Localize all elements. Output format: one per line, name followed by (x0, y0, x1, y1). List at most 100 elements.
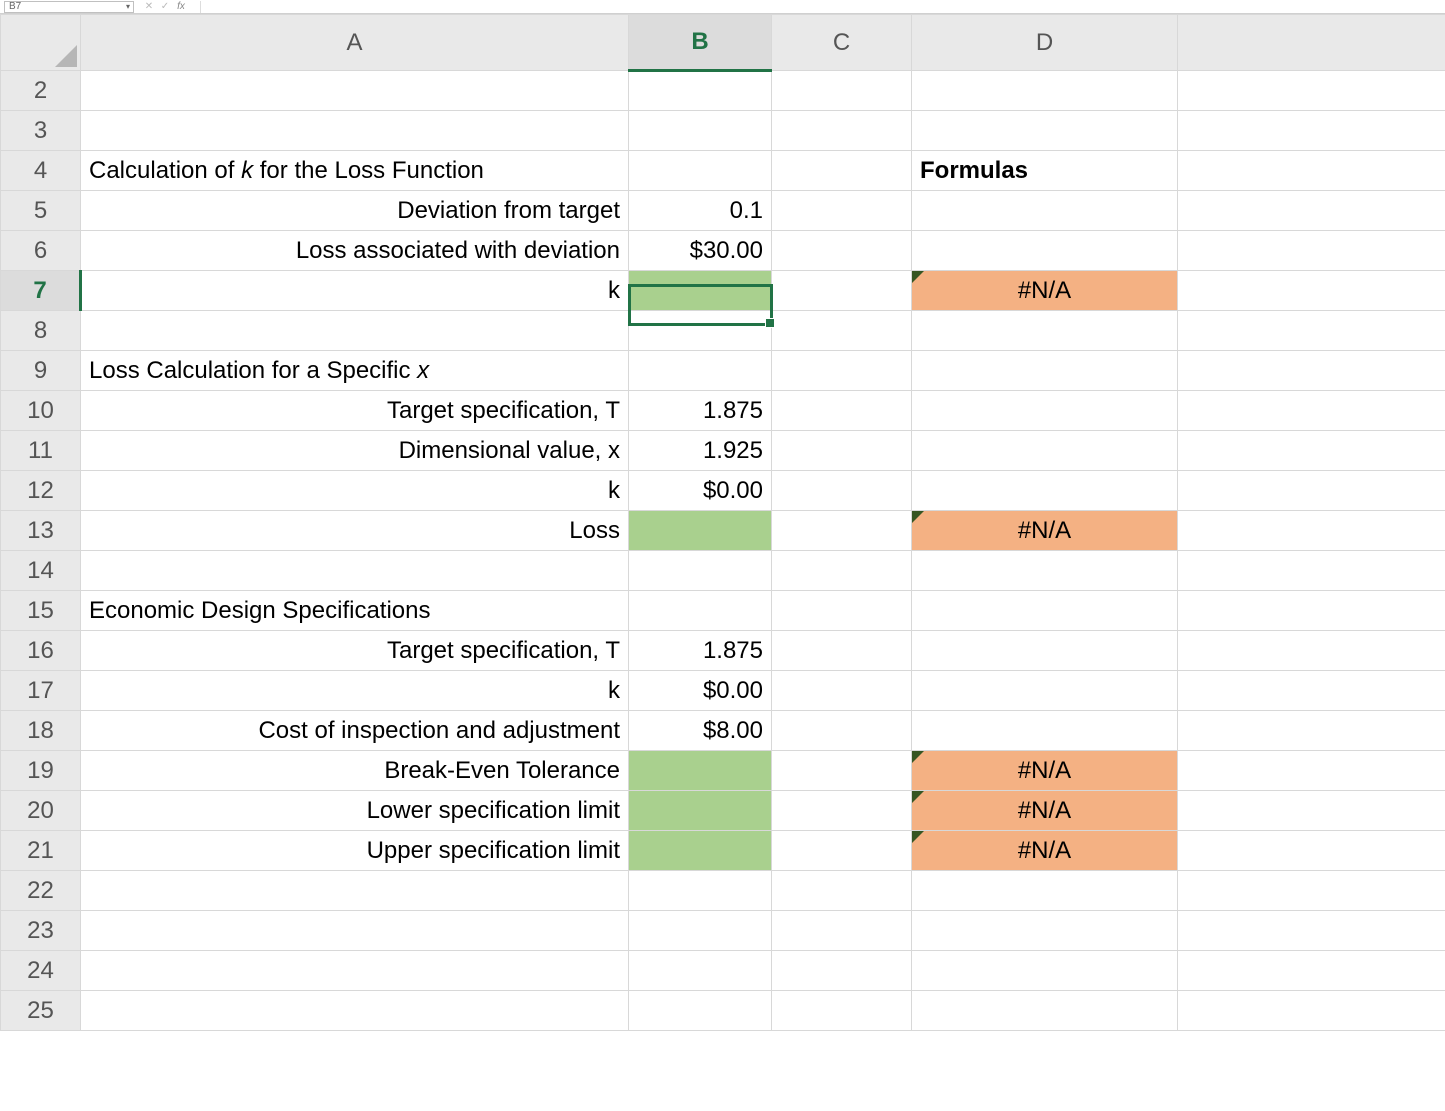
cell-E20[interactable] (1178, 791, 1445, 831)
cell-A12[interactable]: k (81, 471, 629, 511)
cell-C9[interactable] (772, 351, 912, 391)
cell-C18[interactable] (772, 711, 912, 751)
cell-D20[interactable]: #N/A (912, 791, 1178, 831)
cell-B7[interactable] (629, 271, 772, 311)
row-header-12[interactable]: 12 (1, 471, 81, 511)
cell-B22[interactable] (629, 871, 772, 911)
cell-C12[interactable] (772, 471, 912, 511)
cell-D9[interactable] (912, 351, 1178, 391)
cell-D2[interactable] (912, 71, 1178, 111)
cell-A25[interactable] (81, 991, 629, 1031)
cell-B23[interactable] (629, 911, 772, 951)
formula-input[interactable] (200, 1, 1445, 13)
cell-D10[interactable] (912, 391, 1178, 431)
row-header-24[interactable]: 24 (1, 951, 81, 991)
cell-C10[interactable] (772, 391, 912, 431)
cell-A5[interactable]: Deviation from target (81, 191, 629, 231)
row-header-9[interactable]: 9 (1, 351, 81, 391)
cell-D7[interactable]: #N/A (912, 271, 1178, 311)
cell-C25[interactable] (772, 991, 912, 1031)
cell-B21[interactable] (629, 831, 772, 871)
cell-D8[interactable] (912, 311, 1178, 351)
cell-A22[interactable] (81, 871, 629, 911)
row-header-8[interactable]: 8 (1, 311, 81, 351)
cell-B16[interactable]: 1.875 (629, 631, 772, 671)
col-header-D[interactable]: D (912, 15, 1178, 71)
worksheet-grid[interactable]: A B C D 234Calculation of k for the Loss… (0, 14, 1445, 1111)
cell-C11[interactable] (772, 431, 912, 471)
row-header-16[interactable]: 16 (1, 631, 81, 671)
cell-E8[interactable] (1178, 311, 1445, 351)
cell-D14[interactable] (912, 551, 1178, 591)
cell-A16[interactable]: Target specification, T (81, 631, 629, 671)
cell-A15[interactable]: Economic Design Specifications (81, 591, 629, 631)
cell-C14[interactable] (772, 551, 912, 591)
row-header-6[interactable]: 6 (1, 231, 81, 271)
cell-A21[interactable]: Upper specification limit (81, 831, 629, 871)
col-header-E[interactable] (1178, 15, 1445, 71)
cell-C17[interactable] (772, 671, 912, 711)
row-header-7[interactable]: 7 (1, 271, 81, 311)
cell-A9[interactable]: Loss Calculation for a Specific x (81, 351, 629, 391)
enter-icon[interactable]: ✓ (158, 1, 172, 12)
cell-E21[interactable] (1178, 831, 1445, 871)
cell-C6[interactable] (772, 231, 912, 271)
row-header-19[interactable]: 19 (1, 751, 81, 791)
cell-A19[interactable]: Break-Even Tolerance (81, 751, 629, 791)
col-header-A[interactable]: A (81, 15, 629, 71)
cell-B11[interactable]: 1.925 (629, 431, 772, 471)
cell-A23[interactable] (81, 911, 629, 951)
cell-C24[interactable] (772, 951, 912, 991)
cell-A3[interactable] (81, 111, 629, 151)
cell-C3[interactable] (772, 111, 912, 151)
cell-D21[interactable]: #N/A (912, 831, 1178, 871)
cell-D15[interactable] (912, 591, 1178, 631)
cell-E9[interactable] (1178, 351, 1445, 391)
cell-C7[interactable] (772, 271, 912, 311)
cell-B25[interactable] (629, 991, 772, 1031)
cell-E23[interactable] (1178, 911, 1445, 951)
cell-B8[interactable] (629, 311, 772, 351)
cell-C16[interactable] (772, 631, 912, 671)
cell-E25[interactable] (1178, 991, 1445, 1031)
row-header-20[interactable]: 20 (1, 791, 81, 831)
cell-A11[interactable]: Dimensional value, x (81, 431, 629, 471)
cell-D12[interactable] (912, 471, 1178, 511)
cell-D5[interactable] (912, 191, 1178, 231)
cell-B18[interactable]: $8.00 (629, 711, 772, 751)
cell-E16[interactable] (1178, 631, 1445, 671)
cell-B5[interactable]: 0.1 (629, 191, 772, 231)
cell-C13[interactable] (772, 511, 912, 551)
cell-C23[interactable] (772, 911, 912, 951)
cell-C22[interactable] (772, 871, 912, 911)
row-header-21[interactable]: 21 (1, 831, 81, 871)
row-header-5[interactable]: 5 (1, 191, 81, 231)
cell-D23[interactable] (912, 911, 1178, 951)
cell-C4[interactable] (772, 151, 912, 191)
cell-D11[interactable] (912, 431, 1178, 471)
row-header-14[interactable]: 14 (1, 551, 81, 591)
cell-E2[interactable] (1178, 71, 1445, 111)
row-header-17[interactable]: 17 (1, 671, 81, 711)
cell-E17[interactable] (1178, 671, 1445, 711)
cell-B15[interactable] (629, 591, 772, 631)
fx-icon[interactable]: fx (174, 1, 188, 12)
cell-B19[interactable] (629, 751, 772, 791)
row-header-2[interactable]: 2 (1, 71, 81, 111)
row-header-23[interactable]: 23 (1, 911, 81, 951)
row-header-10[interactable]: 10 (1, 391, 81, 431)
cell-A18[interactable]: Cost of inspection and adjustment (81, 711, 629, 751)
cell-A10[interactable]: Target specification, T (81, 391, 629, 431)
cell-B10[interactable]: 1.875 (629, 391, 772, 431)
cell-B3[interactable] (629, 111, 772, 151)
cell-E13[interactable] (1178, 511, 1445, 551)
cancel-icon[interactable]: ✕ (142, 1, 156, 12)
cell-D19[interactable]: #N/A (912, 751, 1178, 791)
row-header-13[interactable]: 13 (1, 511, 81, 551)
cell-B2[interactable] (629, 71, 772, 111)
row-header-22[interactable]: 22 (1, 871, 81, 911)
cell-E5[interactable] (1178, 191, 1445, 231)
cell-D25[interactable] (912, 991, 1178, 1031)
cell-D3[interactable] (912, 111, 1178, 151)
cell-D22[interactable] (912, 871, 1178, 911)
